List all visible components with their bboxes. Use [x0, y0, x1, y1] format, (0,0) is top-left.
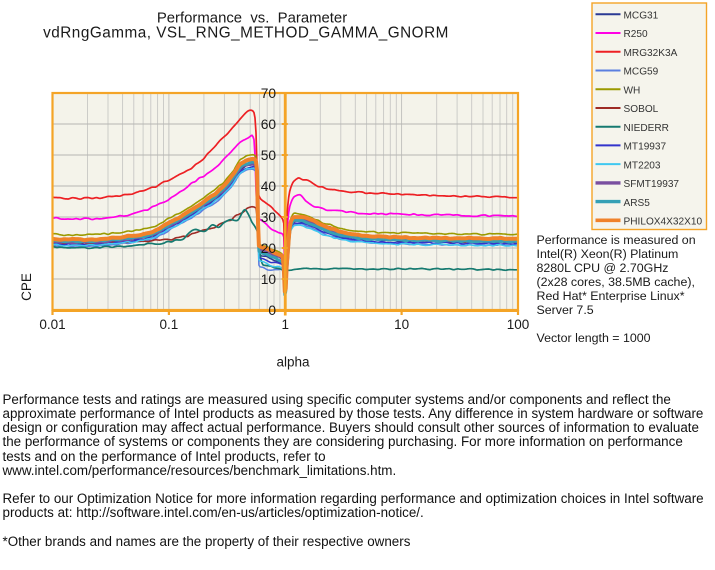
svg-text:WH: WH	[624, 85, 641, 96]
svg-text:20: 20	[261, 241, 277, 256]
svg-text:R250: R250	[624, 29, 649, 40]
svg-text:70: 70	[261, 86, 277, 101]
svg-text:SFMT19937: SFMT19937	[624, 179, 680, 190]
svg-text:SOBOL: SOBOL	[624, 104, 659, 115]
svg-text:0.1: 0.1	[160, 317, 179, 332]
svg-text:vdRngGamma, VSL_RNG_METHOD_GAM: vdRngGamma, VSL_RNG_METHOD_GAMMA_GNORM	[43, 25, 449, 42]
svg-text:0.01: 0.01	[39, 317, 65, 332]
svg-text:MCG59: MCG59	[624, 67, 659, 78]
svg-text:40: 40	[261, 179, 277, 194]
svg-text:MT2203: MT2203	[624, 160, 661, 171]
svg-text:Performance vs. Parameter: Performance vs. Parameter	[157, 11, 347, 27]
svg-text:CPE: CPE	[19, 273, 34, 301]
svg-text:30: 30	[261, 210, 277, 225]
svg-text:ARS5: ARS5	[624, 198, 651, 209]
svg-text:alpha: alpha	[276, 355, 310, 370]
svg-text:NIEDERR: NIEDERR	[624, 123, 669, 134]
svg-text:0: 0	[268, 303, 276, 318]
svg-text:10: 10	[261, 272, 277, 287]
svg-text:10: 10	[394, 317, 409, 332]
svg-text:1: 1	[281, 317, 289, 332]
svg-text:60: 60	[261, 117, 277, 132]
svg-text:MCG31: MCG31	[624, 11, 659, 22]
svg-text:MRG32K3A: MRG32K3A	[624, 48, 678, 59]
svg-text:MT19937: MT19937	[624, 142, 667, 153]
svg-text:50: 50	[261, 148, 277, 163]
svg-text:100: 100	[507, 317, 530, 332]
svg-text:PHILOX4X32X10: PHILOX4X32X10	[624, 217, 703, 228]
